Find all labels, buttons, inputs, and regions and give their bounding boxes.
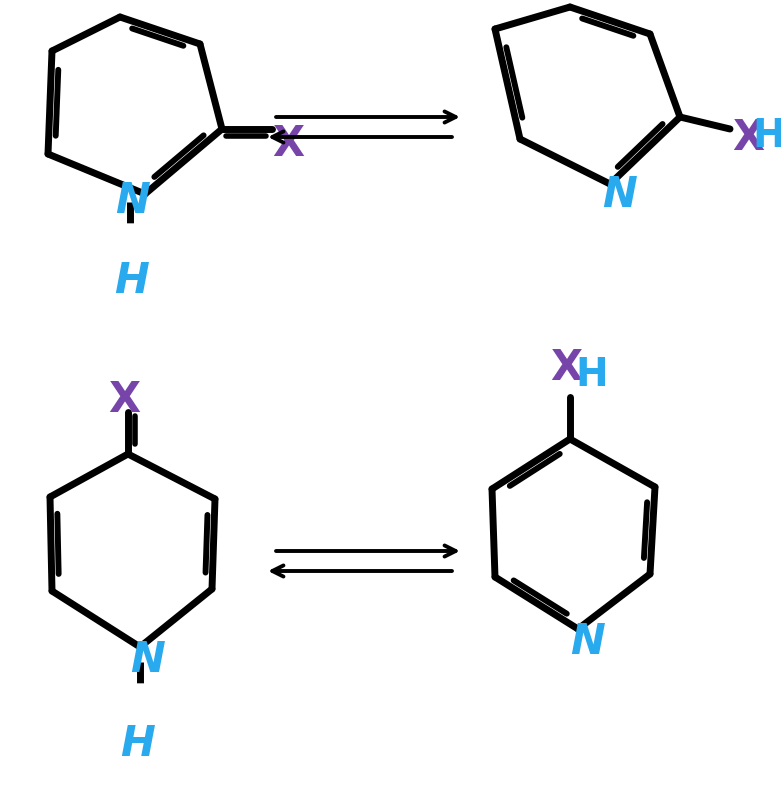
Text: X: X <box>108 379 140 420</box>
Text: N: N <box>130 638 165 680</box>
Text: H: H <box>120 722 155 764</box>
Text: N: N <box>602 174 637 216</box>
Text: H: H <box>575 355 608 394</box>
Text: N: N <box>115 180 150 221</box>
Text: X: X <box>272 123 304 164</box>
Text: N: N <box>570 620 604 662</box>
Text: X: X <box>732 117 764 159</box>
Text: H: H <box>114 260 149 302</box>
Text: X: X <box>550 346 582 388</box>
Text: H: H <box>752 117 781 155</box>
